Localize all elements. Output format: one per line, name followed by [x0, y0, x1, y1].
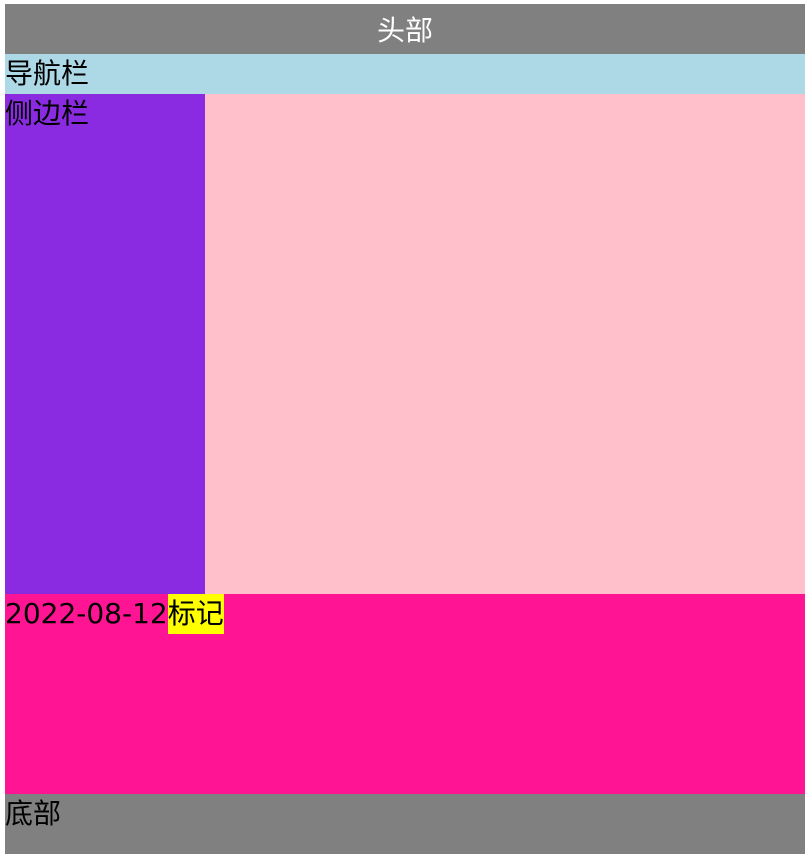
nav-bar: 导航栏 — [5, 54, 805, 94]
article-date: 2022-08-12 — [5, 597, 168, 630]
sidebar-label: 侧边栏 — [5, 97, 90, 130]
nav-label: 导航栏 — [5, 57, 90, 90]
sidebar: 侧边栏 — [5, 94, 205, 594]
main-content — [205, 94, 805, 594]
footer-label: 底部 — [5, 797, 62, 830]
article-section: 2022-08-12 标记 — [5, 594, 805, 794]
footer: 底部 — [5, 794, 805, 854]
page: 头部 导航栏 侧边栏 2022-08-12 标记 底部 — [5, 4, 805, 854]
article-mark: 标记 — [167, 594, 224, 634]
header-label: 头部 — [376, 14, 433, 47]
header: 头部 — [5, 4, 805, 54]
